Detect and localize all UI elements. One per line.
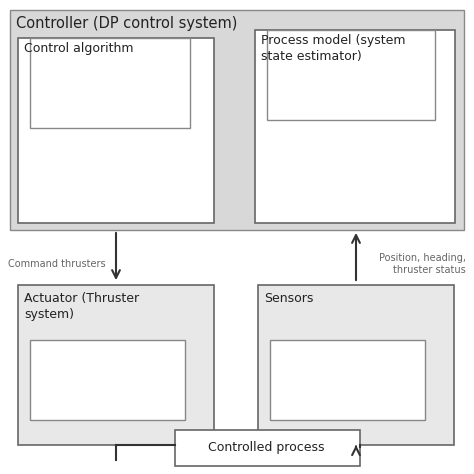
Bar [270,340,425,420]
Bar [30,38,190,128]
Bar [267,30,435,120]
Bar [258,285,454,445]
Bar [30,340,185,420]
Bar [175,430,360,466]
Bar [18,38,214,223]
Text: Command thrusters: Command thrusters [8,259,106,269]
Text: Position, heading,
thruster status: Position, heading, thruster status [379,253,466,275]
Bar [18,285,214,445]
Bar [255,30,455,223]
Text: Actuator (Thruster
system): Actuator (Thruster system) [24,292,139,321]
Bar [10,10,464,230]
Text: Process model (system
state estimator): Process model (system state estimator) [261,34,405,63]
Text: Controller (DP control system): Controller (DP control system) [16,16,237,31]
Text: Sensors: Sensors [264,292,313,305]
Text: Control algorithm: Control algorithm [24,42,134,55]
Text: Controlled process: Controlled process [208,441,324,455]
